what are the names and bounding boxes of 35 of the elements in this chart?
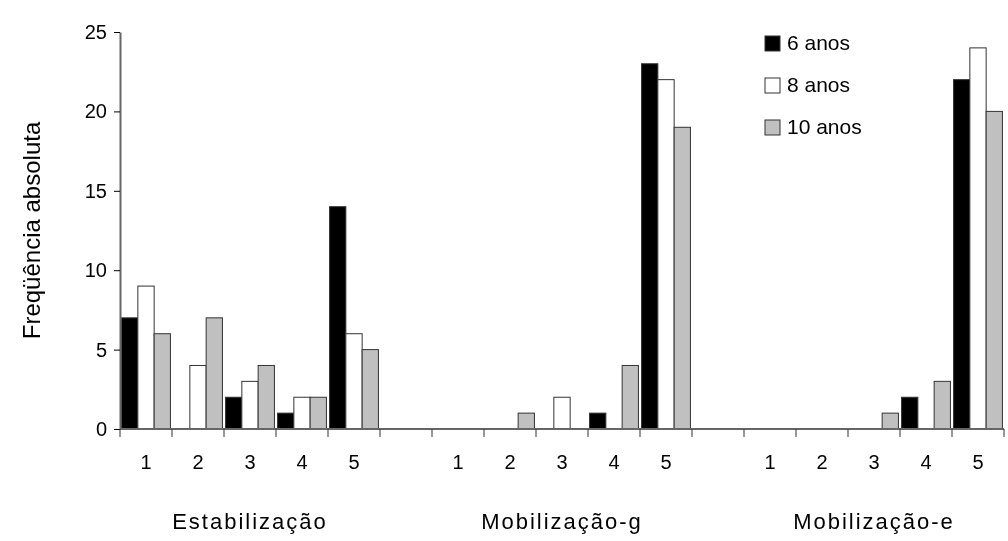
- x-tick-label: 4: [920, 451, 932, 473]
- x-tick-label: 1: [140, 451, 152, 473]
- x-tick-label: 3: [244, 451, 256, 473]
- x-tick-label: 1: [452, 451, 464, 473]
- x-tick-label: 2: [192, 451, 204, 473]
- y-tick-label: 5: [95, 338, 107, 361]
- x-tick-label: 5: [972, 451, 984, 473]
- y-tick-label: 15: [84, 179, 107, 202]
- x-tick-label: 4: [608, 451, 620, 473]
- x-tick-label: 5: [660, 451, 672, 473]
- bar: [589, 412, 607, 430]
- x-tick-label: 4: [296, 451, 308, 473]
- y-tick-label: 0: [95, 417, 107, 440]
- bar: [553, 396, 571, 430]
- legend-label: 6 anos: [787, 31, 851, 54]
- y-axis-title: Freqüência absoluta: [18, 121, 45, 340]
- bar: [517, 412, 535, 430]
- bar: [901, 396, 919, 430]
- x-tick-label: 3: [868, 451, 880, 473]
- text: Mobilização-g: [481, 509, 643, 534]
- legend-label: 10 anos: [787, 115, 862, 138]
- bar: [621, 364, 639, 430]
- x-tick-label: 2: [504, 451, 516, 473]
- y-tick-label: 20: [84, 100, 107, 123]
- y-tick-label: 25: [84, 20, 107, 43]
- x-tick-label: 3: [556, 451, 568, 473]
- text: Mobilização-e: [793, 509, 955, 534]
- x-tick-label: 5: [348, 451, 360, 473]
- text: Estabilização: [172, 509, 328, 534]
- x-tick-label: 2: [816, 451, 828, 473]
- x-tick-label: 1: [764, 451, 776, 473]
- bar: [881, 412, 899, 430]
- bar: [933, 380, 951, 430]
- legend-label: 8 anos: [787, 73, 851, 96]
- y-tick-label: 10: [84, 259, 107, 282]
